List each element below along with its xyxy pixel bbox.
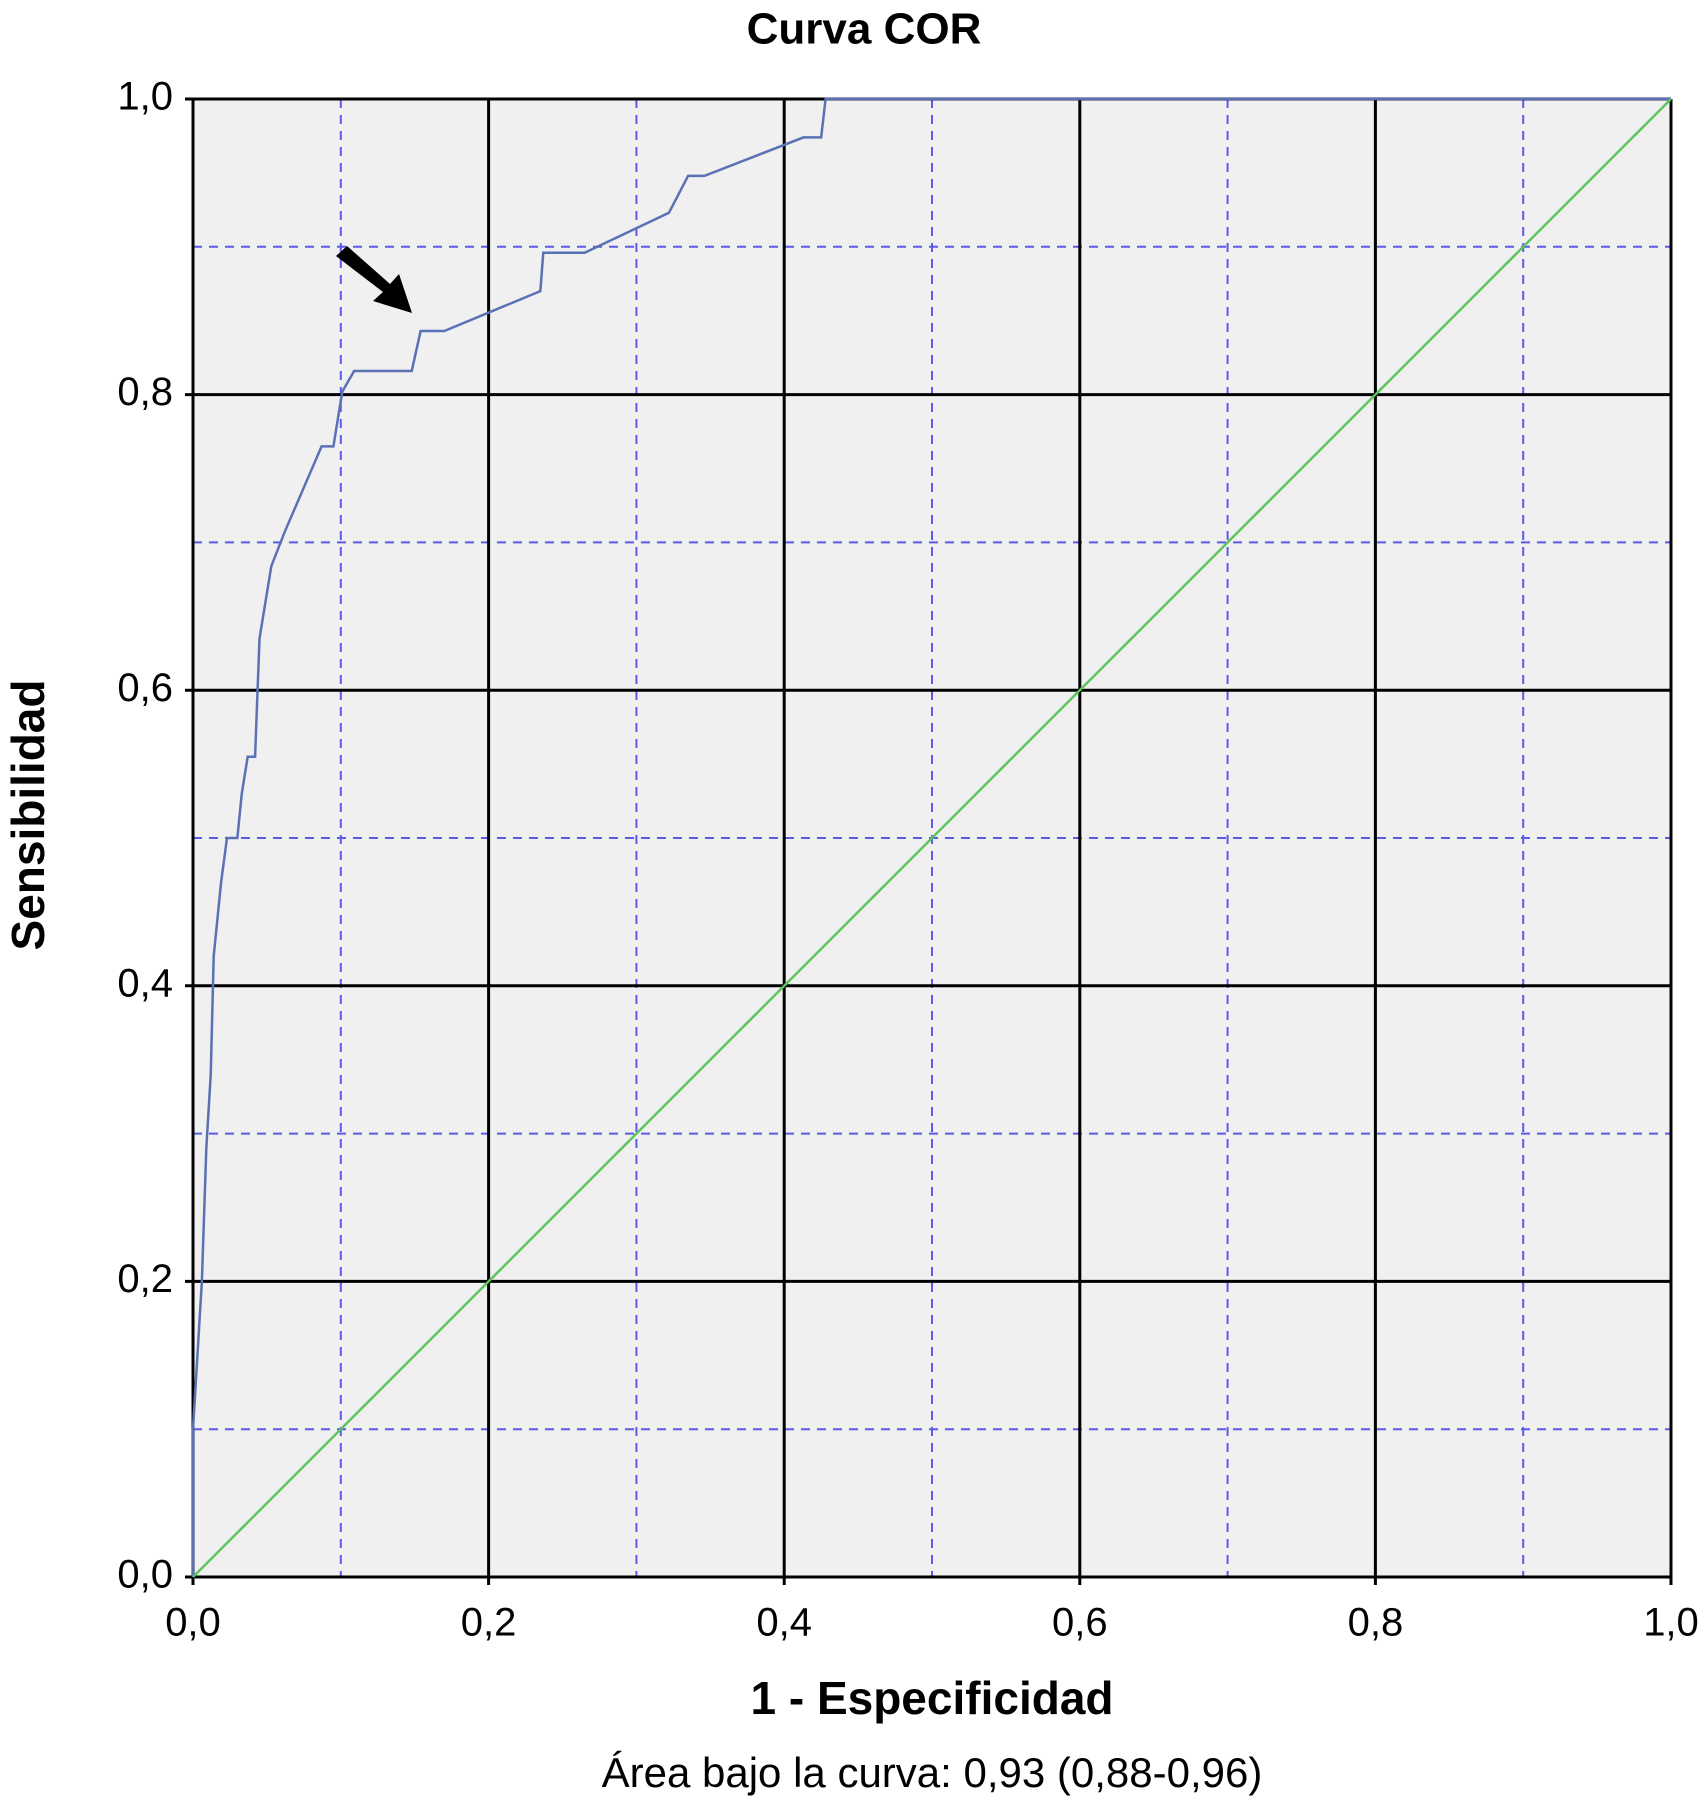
- y-tick-label: 0,8: [117, 370, 173, 414]
- x-tick-label: 0,8: [1348, 1601, 1404, 1645]
- arrow-annotation: [336, 246, 412, 313]
- series-line: [191, 97, 1671, 1577]
- y-tick-label: 0,4: [117, 961, 173, 1005]
- series-line: [192, 98, 1672, 1578]
- footnote: Área bajo la curva: 0,93 (0,88-0,96): [602, 1749, 1263, 1796]
- y-axis-label: Sensibilidad: [2, 680, 54, 951]
- chart-title: Curva COR: [747, 5, 982, 54]
- y-tick-label: 0,2: [117, 1257, 173, 1301]
- x-tick-label: 0,0: [165, 1601, 221, 1645]
- y-tick-label: 0,0: [117, 1553, 173, 1597]
- plot-area: 0,0 0,2 0,4 0,6 0,8 1,0 0,0 0,2 0,4 0,6 0,8 1,0: [117, 75, 1698, 1645]
- y-tick-label: 1,0: [117, 75, 173, 119]
- x-tick-label: 1,0: [1643, 1601, 1699, 1645]
- x-tick-label: 0,4: [756, 1601, 812, 1645]
- x-tick-label: 0,6: [1052, 1601, 1108, 1645]
- x-axis-label: 1 - Especificidad: [750, 1672, 1113, 1724]
- y-tick-label: 0,6: [117, 666, 173, 710]
- x-tick-label: 0,2: [461, 1601, 517, 1645]
